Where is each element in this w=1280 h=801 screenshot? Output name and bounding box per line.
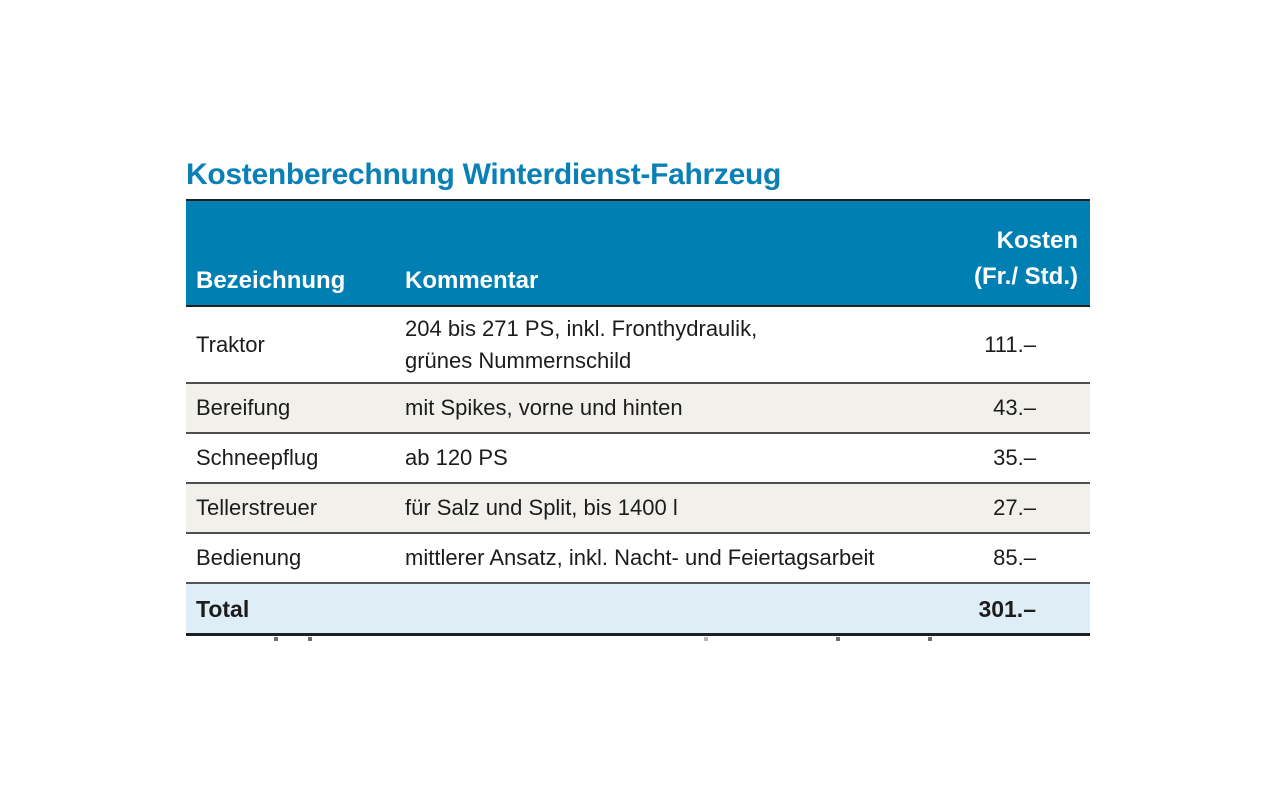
cost-table: Bezeichnung Kommentar Kosten (Fr./ Std.)… (186, 199, 1090, 636)
kommentar-cell: mit Spikes, vorne und hinten (405, 382, 900, 433)
cost-table-container: Bezeichnung Kommentar Kosten (Fr./ Std.)… (186, 199, 1090, 636)
table-body: Traktor 204 bis 271 PS, inkl. Fronthydra… (186, 306, 1090, 636)
column-header-bezeichnung: Bezeichnung (186, 199, 405, 307)
table-row-bereifung: Bereifung mit Spikes, vorne und hinten 4… (186, 382, 1090, 433)
bezeichnung-cell: Schneepflug (186, 432, 405, 483)
cropped-text-remnant-mark (274, 637, 278, 641)
table-row-total: Total 301.– (186, 582, 1090, 636)
kommentar-cell: mittlerer Ansatz, inkl. Nacht- und Feier… (405, 532, 900, 583)
bezeichnung-cell: Bedienung (186, 532, 405, 583)
table-row-bedienung: Bedienung mittlerer Ansatz, inkl. Nacht-… (186, 532, 1090, 583)
bezeichnung-cell: Traktor (196, 331, 265, 357)
kosten-cell: 43.– (900, 382, 1090, 433)
table-row-tellerstreuer: Tellerstreuer für Salz und Split, bis 14… (186, 482, 1090, 533)
table-header: Bezeichnung Kommentar Kosten (Fr./ Std.) (186, 199, 1090, 307)
cropped-text-remnant-mark (928, 637, 932, 641)
kosten-cell: 27.– (900, 482, 1090, 533)
bezeichnung-cell: Bereifung (186, 382, 405, 433)
total-empty-cell (405, 582, 900, 636)
bezeichnung-cell: Tellerstreuer (186, 482, 405, 533)
total-kosten-cell: 301.– (900, 582, 1090, 636)
cropped-text-remnant-mark (836, 637, 840, 641)
page-title: Kostenberechnung Winterdienst-Fahrzeug (186, 158, 782, 192)
kommentar-cell: für Salz und Split, bis 1400 l (405, 482, 900, 533)
kosten-cell: 111.– (984, 331, 1036, 357)
column-header-kommentar: Kommentar (405, 199, 900, 307)
kosten-cell: 35.– (900, 432, 1090, 483)
header-row: Bezeichnung Kommentar Kosten (Fr./ Std.) (186, 199, 1090, 307)
kommentar-cell: ab 120 PS (405, 432, 900, 483)
table-row-traktor: Traktor 204 bis 271 PS, inkl. Fronthydra… (186, 306, 1090, 383)
column-header-kosten: Kosten (Fr./ Std.) (900, 199, 1090, 307)
table-row-schneepflug: Schneepflug ab 120 PS 35.– (186, 432, 1090, 483)
total-label-cell: Total (186, 582, 405, 636)
kosten-cell: 85.– (900, 532, 1090, 583)
cropped-text-remnant-mark (704, 637, 708, 641)
cropped-text-remnant-mark (308, 637, 312, 641)
kommentar-cell: 204 bis 271 PS, inkl. Fronthydraulik, gr… (405, 315, 758, 373)
